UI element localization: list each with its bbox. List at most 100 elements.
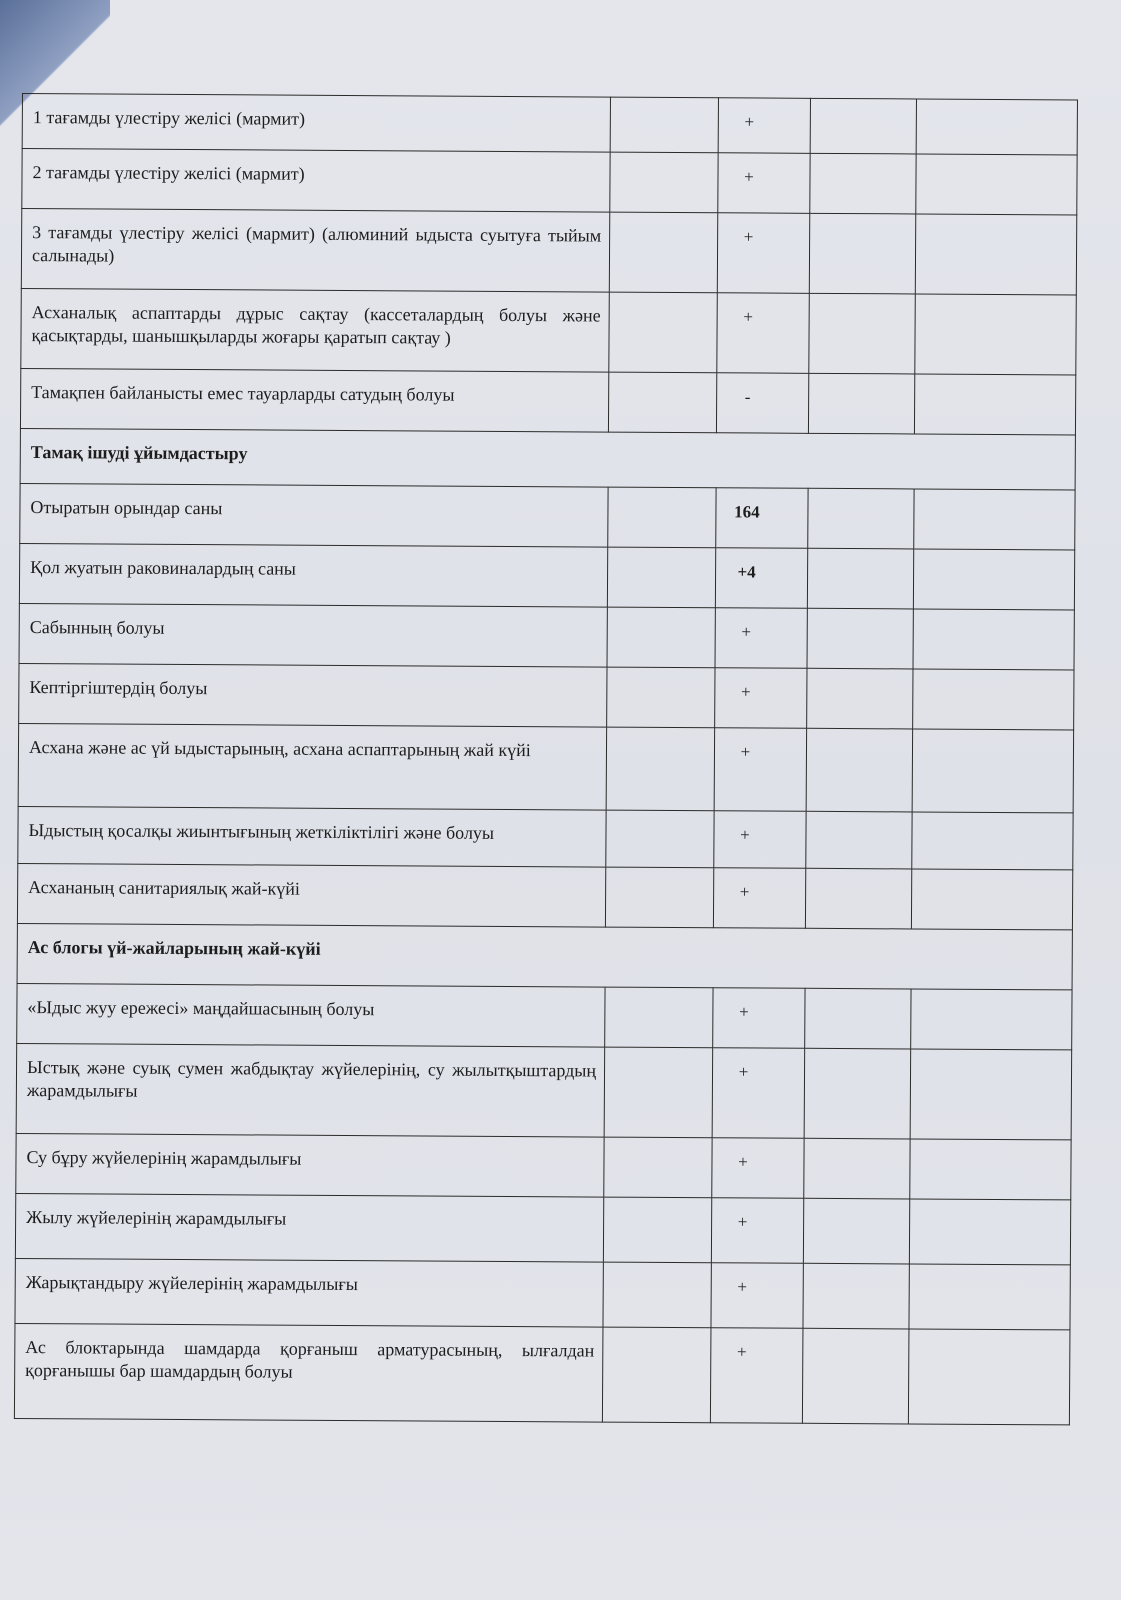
table-row: Қол жуатын раковиналардың саны +4 — [19, 543, 1075, 610]
empty-cell — [604, 987, 714, 1048]
empty-cell — [809, 153, 917, 214]
criterion-cell: «Ыдыс жуу ережесі» маңдайшасының болуы — [16, 983, 606, 1048]
value-cell: 164 — [715, 487, 809, 549]
value-cell: + — [715, 607, 808, 669]
empty-cell — [910, 988, 1073, 1050]
section-header-row: Ас блогы үй-жайларының жай-күйі — [17, 923, 1073, 990]
value-cell: + — [718, 97, 811, 154]
table-row: Асханалық аспаптарды дұрыс сақтау (кассе… — [20, 288, 1077, 375]
empty-cell — [809, 213, 916, 294]
empty-cell — [602, 1327, 711, 1423]
empty-cell — [803, 1138, 911, 1199]
empty-cell — [807, 608, 914, 669]
table-row: 1 тағамды үлестіру желісі (мармит) + — [22, 93, 1078, 155]
empty-cell — [803, 1198, 910, 1264]
empty-cell — [911, 868, 1073, 930]
criterion-cell: 2 тағамды үлестіру желісі (мармит) — [21, 148, 611, 213]
empty-cell — [808, 293, 916, 374]
empty-cell — [915, 153, 1078, 215]
table-row: 2 тағамды үлестіру желісі (мармит) + — [21, 148, 1078, 215]
empty-cell — [915, 213, 1077, 295]
table-row: Тамақпен байланысты емес тауарларды сату… — [20, 368, 1076, 435]
value-cell: + — [710, 1327, 803, 1424]
empty-cell — [607, 487, 717, 548]
value-cell: + — [714, 727, 807, 812]
empty-cell — [605, 810, 715, 868]
value-cell: + — [714, 667, 808, 729]
empty-cell — [610, 97, 719, 153]
criterion-cell: Тамақпен байланысты емес тауарларды сату… — [20, 368, 609, 433]
page-corner-shadow — [0, 0, 110, 200]
table-row: Асхананың санитариялық жай-күйі + — [17, 863, 1073, 930]
criterion-cell: Асхана және ас үй ыдыстарының, асхана ас… — [18, 723, 607, 811]
empty-cell — [913, 548, 1075, 610]
empty-cell — [606, 667, 716, 728]
value-cell: + — [713, 810, 807, 869]
value-cell: + — [711, 1197, 804, 1264]
empty-cell — [806, 728, 913, 812]
empty-cell — [607, 547, 716, 608]
value-cell: + — [711, 1137, 805, 1199]
empty-cell — [909, 1198, 1071, 1265]
empty-cell — [908, 1328, 1070, 1425]
value-cell: + — [710, 1262, 804, 1329]
empty-cell — [804, 1048, 911, 1139]
criterion-cell: Сабынның болуы — [19, 603, 608, 668]
table-row: Жарықтандыру жүйелерінің жарамдылығы + — [14, 1258, 1071, 1330]
empty-cell — [608, 372, 717, 433]
criterion-cell: Жарықтандыру жүйелерінің жарамдылығы — [14, 1258, 604, 1328]
criterion-cell: Асханалық аспаптарды дұрыс сақтау (кассе… — [20, 288, 610, 373]
table-row: Сабынның болуы + — [19, 603, 1075, 670]
empty-cell — [607, 607, 716, 668]
empty-cell — [909, 1138, 1072, 1200]
table-row: Ыстық және суық сумен жабдықтау жүйелері… — [16, 1043, 1072, 1140]
value-cell: + — [712, 1047, 805, 1139]
value-cell: + — [717, 212, 810, 294]
empty-cell — [912, 608, 1075, 670]
value-cell: +4 — [715, 547, 808, 609]
value-cell: + — [716, 292, 810, 374]
empty-cell — [609, 212, 718, 293]
criterion-cell: Отыратын орындар саны — [19, 483, 609, 548]
section-header-row: Тамақ ішуді ұйымдастыру — [20, 428, 1076, 490]
table-row: Ыдыстың қосалқы жиынтығының жеткіліктілі… — [17, 806, 1074, 870]
empty-cell — [606, 727, 715, 811]
table-row: Жылу жүйелерінің жарамдылығы + — [15, 1193, 1071, 1265]
empty-cell — [604, 1047, 713, 1138]
criterion-cell: 3 тағамды үлестіру желісі (мармит) (алюм… — [21, 208, 610, 293]
value-cell: + — [717, 152, 811, 214]
empty-cell — [810, 98, 917, 154]
table-row: Су бұру жүйелерінің жарамдылығы + — [15, 1133, 1072, 1200]
empty-cell — [609, 152, 719, 213]
criterion-cell: Ыстық және суық сумен жабдықтау жүйелері… — [16, 1043, 605, 1138]
table-row: Кептіргіштердің болуы + — [18, 663, 1074, 730]
empty-cell — [916, 98, 1078, 155]
empty-cell — [805, 868, 912, 929]
empty-cell — [910, 1048, 1072, 1140]
criterion-cell: Асхананың санитариялық жай-күйі — [17, 863, 606, 928]
empty-cell — [912, 728, 1074, 813]
criterion-cell: Кептіргіштердің болуы — [18, 663, 608, 728]
empty-cell — [802, 1328, 909, 1424]
empty-cell — [603, 1137, 713, 1198]
empty-cell — [603, 1197, 712, 1263]
criterion-cell: 1 тағамды үлестіру желісі (мармит) — [22, 93, 611, 153]
empty-cell — [914, 373, 1076, 435]
value-cell: - — [716, 372, 809, 434]
empty-cell — [608, 292, 718, 373]
empty-cell — [802, 1263, 910, 1329]
criterion-cell: Ыдыстың қосалқы жиынтығының жеткіліктілі… — [17, 806, 607, 868]
table-row: «Ыдыс жуу ережесі» маңдайшасының болуы + — [16, 983, 1073, 1050]
empty-cell — [913, 488, 1076, 550]
table-row: Ас блоктарында шамдарда қорғаныш арматур… — [14, 1323, 1070, 1425]
criterion-cell: Қол жуатын раковиналардың саны — [19, 543, 608, 608]
criterion-cell: Жылу жүйелерінің жарамдылығы — [15, 1193, 604, 1263]
empty-cell — [807, 488, 915, 549]
empty-cell — [806, 668, 913, 729]
empty-cell — [808, 373, 915, 434]
empty-cell — [804, 988, 912, 1049]
value-cell: + — [712, 987, 806, 1049]
section-title: Тамақ ішуді ұйымдастыру — [20, 428, 1076, 490]
empty-cell — [914, 293, 1077, 375]
